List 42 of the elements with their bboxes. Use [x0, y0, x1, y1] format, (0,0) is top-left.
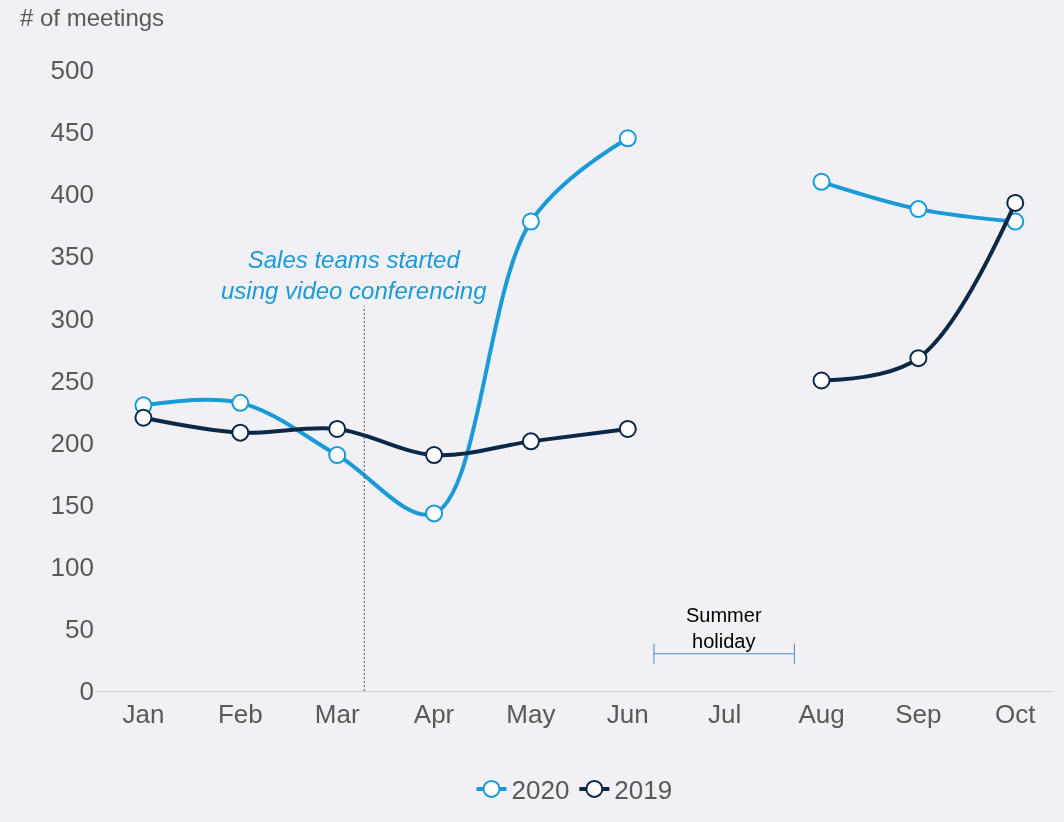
y-tick-label: 300 — [50, 303, 94, 334]
y-tick-label: 250 — [50, 365, 94, 396]
x-tick-label: Aug — [798, 699, 845, 730]
point — [328, 419, 347, 438]
x-tick-label: May — [506, 699, 556, 730]
point — [425, 446, 444, 465]
point — [521, 212, 540, 231]
y-tick-label: 100 — [50, 551, 94, 582]
x-tick-label: Jul — [708, 699, 742, 730]
point — [328, 446, 347, 465]
point — [812, 371, 831, 390]
annotation: Sales teams started using video conferencing — [221, 246, 488, 305]
y-tick-label: 350 — [50, 241, 94, 272]
legend-label: 2020 — [511, 775, 570, 806]
x-tick-label: Jan — [122, 699, 165, 730]
annotation: Summer holiday — [686, 604, 762, 652]
point — [425, 504, 444, 523]
y-tick-label: 150 — [50, 489, 94, 520]
y-tick-label: 200 — [50, 427, 94, 458]
y-tick-label: 400 — [50, 179, 94, 210]
y-tick-label: 500 — [50, 55, 94, 86]
x-tick-label: Mar — [314, 699, 360, 730]
point — [1006, 193, 1025, 212]
y-tick-label: 450 — [50, 117, 94, 148]
x-tick-label: Oct — [995, 699, 1037, 730]
point — [231, 393, 250, 412]
point — [909, 200, 928, 219]
y-tick-label: 0 — [79, 676, 94, 707]
y-axis-title: # of meetings — [20, 4, 165, 31]
point — [134, 408, 153, 427]
point — [812, 172, 831, 191]
point — [909, 349, 928, 368]
x-tick-label: Feb — [217, 699, 263, 730]
point — [618, 129, 637, 148]
legend-label: 2019 — [614, 775, 673, 806]
point — [618, 419, 637, 438]
y-tick-label: 50 — [65, 614, 94, 644]
point — [231, 423, 250, 442]
x-tick-label: Sep — [895, 699, 942, 730]
x-tick-label: Apr — [413, 699, 455, 730]
point — [521, 432, 540, 451]
x-tick-label: Jun — [606, 699, 649, 730]
